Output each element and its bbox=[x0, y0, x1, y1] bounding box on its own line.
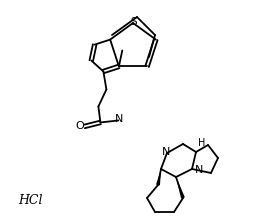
Text: N: N bbox=[161, 147, 169, 157]
Text: HCl: HCl bbox=[18, 194, 42, 206]
Text: O: O bbox=[75, 122, 84, 131]
Polygon shape bbox=[155, 169, 160, 185]
Text: S: S bbox=[130, 17, 137, 27]
Text: N: N bbox=[194, 165, 202, 175]
Text: N: N bbox=[115, 114, 123, 124]
Text: H: H bbox=[198, 138, 205, 148]
Polygon shape bbox=[175, 177, 184, 199]
